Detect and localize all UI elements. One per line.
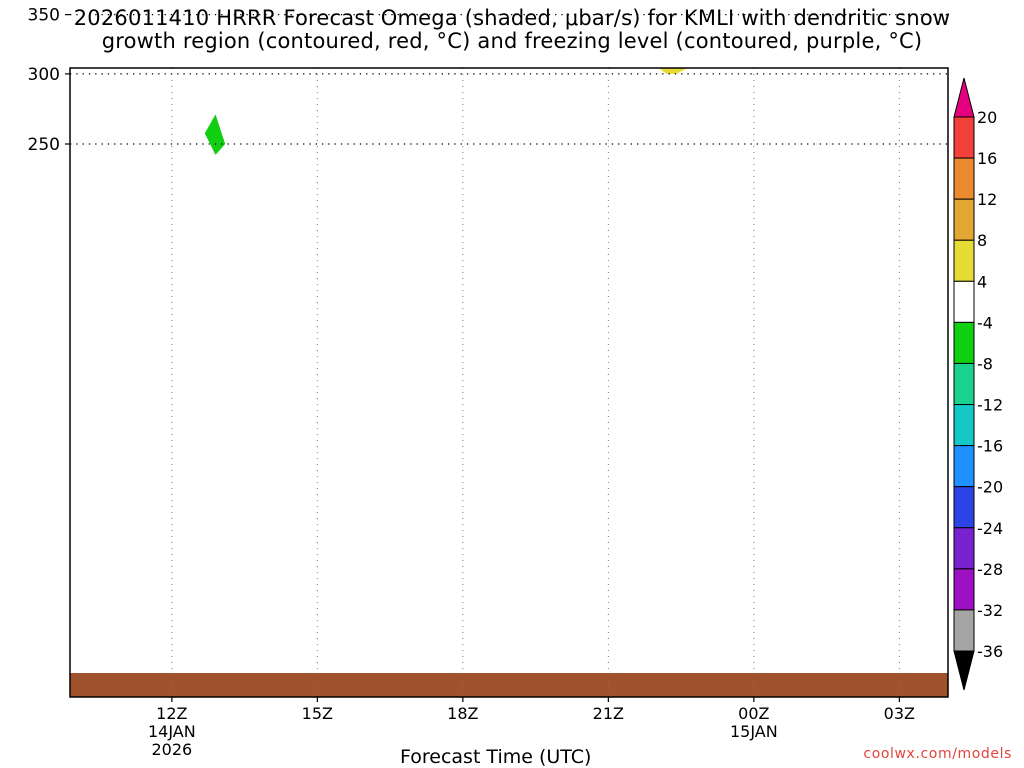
axes: 2503003504004505005506006507007508008509… [28,6,949,759]
grid-lines [70,13,948,697]
colorbar-label-10: -24 [977,519,1003,538]
x-axis-title: Forecast Time (UTC) [400,746,592,768]
colorbar-box-12 [953,609,975,652]
ground-layer [70,673,948,697]
colorbar-box-4 [953,280,975,323]
colorbar-label-3: 8 [977,231,987,250]
colorbar-box-0 [953,116,975,159]
x-tick-label-03Z: 03Z [884,704,915,723]
down-region-top [204,114,226,155]
colorbar-box-7 [953,404,975,447]
colorbar-label-12: -32 [977,601,1003,620]
colorbar-label-13: -36 [977,642,1003,661]
colorbar-box-9 [953,486,975,529]
colorbar-label-11: -28 [977,560,1003,579]
colorbar-box-6 [953,362,975,406]
colorbar-label-2: 12 [977,190,997,209]
y-tick-label-300: 300 [28,65,60,85]
x-tick-label-12Z: 12Z [156,704,187,723]
omega-regions [102,0,688,155]
x-tick-label-18Z: 18Z [447,704,478,723]
colorbar-box-10 [953,527,975,570]
y-tick-label-250: 250 [28,135,60,155]
chart-title-line-1: 2026011410 HRRR Forecast Omega (shaded, … [73,6,951,30]
colorbar-box-11 [953,568,975,611]
x-tick-label-00Z: 00Z [738,704,769,723]
colorbar-bottom-arrow [953,650,975,691]
colorbar-box-2 [953,198,975,241]
x-tick-sublabel-00Z: 15JAN [730,722,778,741]
chart-title-line-2: growth region (contoured, red, °C) and f… [101,29,923,53]
colorbar-label-8: -16 [977,437,1003,456]
colorbar-box-3 [953,239,975,282]
x-tick-sublabel-12Z: 14JAN [148,722,196,741]
colorbar-box-8 [953,445,975,488]
up-region-west [102,0,456,58]
x-tick-label-21Z: 21Z [593,704,624,723]
colorbar-box-5 [953,321,975,364]
colorbar-label-0: 20 [977,108,997,127]
colorbar-label-4: 4 [977,272,987,291]
x-tick-year-12Z: 2026 [151,740,192,759]
colorbar-box-1 [953,157,975,200]
colorbar-top-arrow [953,77,975,118]
colorbar-label-1: 16 [977,149,997,168]
colorbar: 20 16 12 8 4 -4 -8 -12 -16 -20 -24 -28 -32 -36 [953,77,1003,691]
chart-title: 2026011410 HRRR Forecast Omega (shaded, … [0,7,1024,53]
site-credit: coolwx.com/models [863,746,1012,762]
ground-fill [70,673,948,697]
colorbar-label-6: -8 [977,354,993,373]
colorbar-label-7: -12 [977,396,1003,415]
y-tick-label-350: 350 [28,6,60,26]
plot-frame [69,67,949,698]
colorbar-label-9: -20 [977,478,1003,497]
up-region-central [658,68,688,74]
colorbar-label-5: -4 [977,313,993,332]
x-tick-label-15Z: 15Z [302,704,333,723]
